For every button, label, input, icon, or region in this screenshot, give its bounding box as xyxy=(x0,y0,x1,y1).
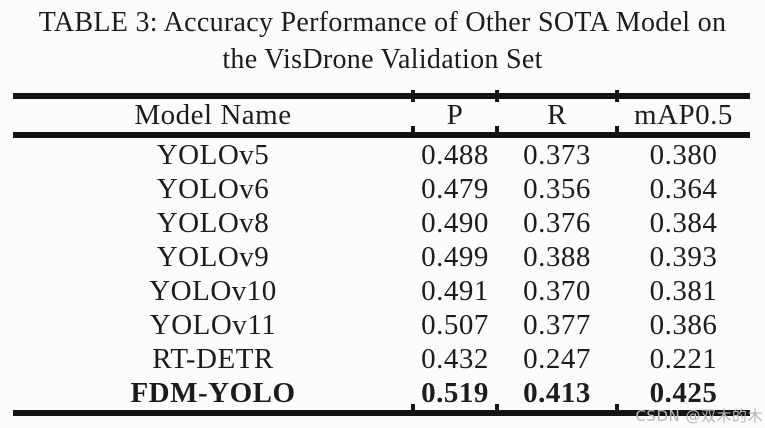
model-cell: RT-DETR xyxy=(152,342,274,375)
table-row: YOLOv10 0.491 0.370 0.381 xyxy=(13,274,750,308)
p-cell: 0.479 xyxy=(421,172,489,205)
p-cell: 0.490 xyxy=(421,206,489,239)
map-cell: 0.393 xyxy=(649,240,718,273)
caption-line-1: TABLE 3: Accuracy Performance of Other S… xyxy=(38,7,727,38)
map-cell: 0.364 xyxy=(649,172,718,205)
r-cell: 0.370 xyxy=(523,274,591,307)
caption-line-2: the VisDrone Validation Set xyxy=(222,44,543,75)
model-cell: FDM-YOLO xyxy=(130,376,296,409)
col-header-p: P xyxy=(413,96,497,138)
model-cell: YOLOv5 xyxy=(156,138,270,171)
model-cell: YOLOv8 xyxy=(156,206,270,239)
table-caption: TABLE 3: Accuracy Performance of Other S… xyxy=(0,4,765,78)
map-cell: 0.386 xyxy=(649,308,718,341)
p-cell: 0.432 xyxy=(421,342,489,375)
r-cell: 0.356 xyxy=(523,172,591,205)
table-row: YOLOv9 0.499 0.388 0.393 xyxy=(13,240,750,274)
map-cell: 0.381 xyxy=(649,274,718,307)
map-cell: 0.384 xyxy=(649,206,718,239)
csdn-watermark: CSDN @双木的木 xyxy=(635,407,763,425)
table-row: YOLOv8 0.490 0.376 0.384 xyxy=(13,206,750,240)
r-cell: 0.247 xyxy=(523,342,591,375)
column-divider-mark xyxy=(495,404,499,416)
p-cell: 0.488 xyxy=(421,138,489,171)
r-cell: 0.376 xyxy=(523,206,591,239)
table-row: RT-DETR 0.432 0.247 0.221 xyxy=(13,342,750,376)
table-row: YOLOv6 0.479 0.356 0.364 xyxy=(13,172,750,206)
p-cell: 0.519 xyxy=(421,376,489,409)
col-header-r: R xyxy=(497,96,617,138)
model-cell: YOLOv6 xyxy=(156,172,270,205)
column-divider-mark xyxy=(615,126,619,138)
header-row: Model Name P R mAP0.5 xyxy=(13,96,750,138)
column-divider-mark xyxy=(615,404,619,416)
map-cell: 0.425 xyxy=(649,376,718,409)
column-divider-mark xyxy=(615,90,619,102)
col-header-map: mAP0.5 xyxy=(617,96,750,138)
map-cell: 0.221 xyxy=(649,342,718,375)
col-header-model: Model Name xyxy=(13,96,413,138)
r-cell: 0.373 xyxy=(523,138,591,171)
column-divider-mark xyxy=(495,90,499,102)
model-cell: YOLOv11 xyxy=(149,308,277,341)
column-divider-mark xyxy=(411,90,415,102)
table-row: YOLOv11 0.507 0.377 0.386 xyxy=(13,308,750,342)
p-cell: 0.499 xyxy=(421,240,489,273)
model-cell: YOLOv10 xyxy=(149,274,277,307)
column-divider-mark xyxy=(411,404,415,416)
r-cell: 0.388 xyxy=(523,240,591,273)
r-cell: 0.377 xyxy=(523,308,591,341)
results-table: Model Name P R mAP0.5 YOLOv5 0.488 0.373… xyxy=(13,93,750,416)
p-cell: 0.491 xyxy=(421,274,489,307)
map-cell: 0.380 xyxy=(649,138,718,171)
table-row-highlighted: FDM-YOLO 0.519 0.413 0.425 xyxy=(13,376,750,413)
column-divider-mark xyxy=(495,126,499,138)
r-cell: 0.413 xyxy=(523,376,591,409)
column-divider-mark xyxy=(411,126,415,138)
model-cell: YOLOv9 xyxy=(156,240,270,273)
p-cell: 0.507 xyxy=(421,308,489,341)
table-row: YOLOv5 0.488 0.373 0.380 xyxy=(13,135,750,172)
